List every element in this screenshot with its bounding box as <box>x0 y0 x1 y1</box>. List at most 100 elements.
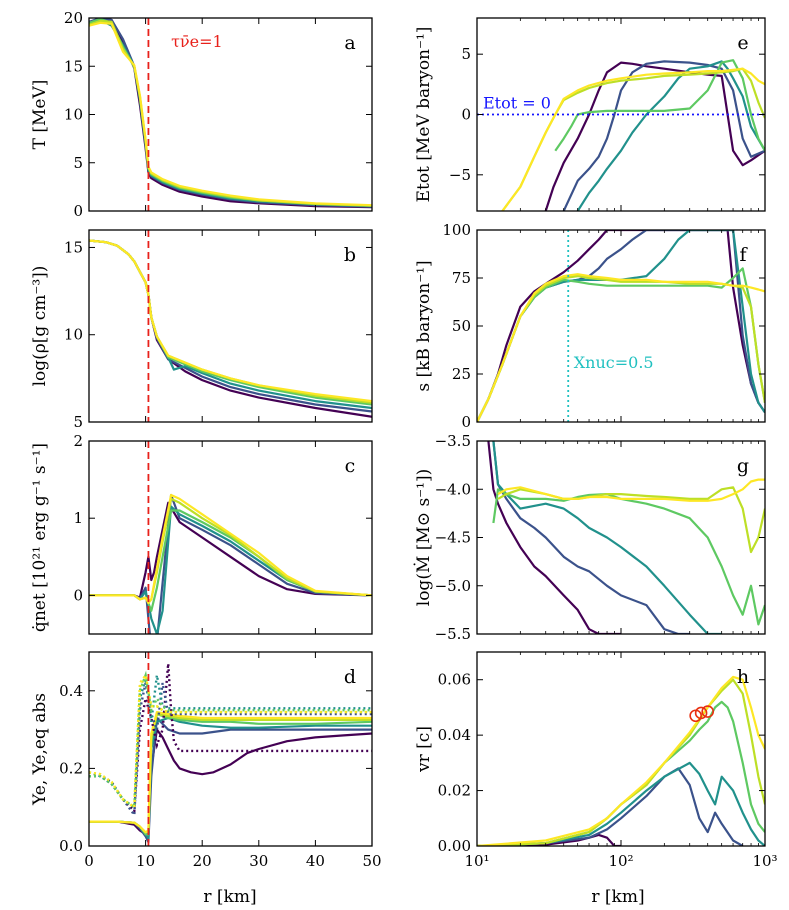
series-line-a-t4 <box>89 18 372 207</box>
y-axis-label-e: Etot [MeV baryon⁻¹] <box>414 27 434 203</box>
series-line-c-t2 <box>89 493 372 634</box>
axes-frame-d <box>88 651 373 847</box>
ytick-label-g-3: −4.0 <box>435 480 471 498</box>
series-line-b-t1 <box>89 239 372 418</box>
x-axis-label-right: r [km] <box>591 887 644 907</box>
series-line-b-t3 <box>89 239 372 410</box>
y-axis-label-a: T [MeV] <box>30 80 50 150</box>
series-line-c-t5 <box>89 497 372 603</box>
ytick-label-e-0: −5 <box>449 166 471 184</box>
series-line-c-t1 <box>89 501 372 599</box>
ytick-label-a-1: 5 <box>73 154 83 172</box>
series-line-e-t2 <box>562 60 765 211</box>
ytick-label-d-0: 0.0 <box>59 837 83 855</box>
series-line-h-t3 <box>477 761 765 846</box>
ytick-label-b-1: 10 <box>64 326 83 344</box>
panel-d: 0 10 20 30 40 50 0.0 0.2 0.4 d Ye, Ye,eq abs <box>30 651 382 870</box>
ytick-label-a-0: 0 <box>73 202 83 220</box>
xtick-label-d-1: 10 <box>136 852 155 870</box>
panel-b: 5 10 15 b log(ρ[g cm⁻³]) <box>30 229 373 431</box>
xtick-label-d-0: 0 <box>84 852 94 870</box>
plot-area-g <box>487 441 765 634</box>
xtick-label-d-3: 30 <box>249 852 268 870</box>
ytick-label-d-2: 0.4 <box>59 682 83 700</box>
plot-area-h <box>477 675 765 846</box>
ytick-label-b-0: 5 <box>73 413 83 431</box>
series-line-f-t2 <box>477 230 765 422</box>
panel-h: 10¹ 10² 10³ 0.00 0.02 0.04 0.06 h vr [c] <box>414 651 778 870</box>
series-line-b-t6 <box>89 239 372 403</box>
ytick-label-g-4: −3.5 <box>435 432 471 450</box>
ytick-label-h-0: 0.00 <box>438 837 471 855</box>
series-line-d-t1 <box>89 728 372 836</box>
annotation-a: τν̄e=1 <box>171 32 223 51</box>
series-line-c-t6 <box>89 493 372 605</box>
ytick-label-h-2: 0.04 <box>438 726 471 744</box>
panel-g: −5.5 −5.0 −4.5 −4.0 −3.5 g log(Ṁ [M⊙ s⁻¹]) <box>413 432 766 643</box>
series-line-e-t3 <box>576 60 765 211</box>
series-line-e-t4 <box>554 59 765 152</box>
series-line-g-t6 <box>497 478 765 502</box>
series-line-a-t6 <box>89 21 372 207</box>
ytick-label-e-2: 5 <box>461 45 471 63</box>
ytick-label-h-3: 0.06 <box>438 671 471 689</box>
xtick-label-h-2: 10³ <box>752 852 777 870</box>
ytick-label-a-3: 15 <box>64 57 83 75</box>
panel-letter-a: a <box>344 32 355 54</box>
axes-frame-c <box>88 440 373 635</box>
ytick-label-c-1: 1 <box>73 509 83 527</box>
ytick-label-g-0: −5.5 <box>435 625 471 643</box>
panel-e: −5 0 5 e Etot [MeV baryon⁻¹] Etot = 0 <box>414 17 766 212</box>
series-line-e-t1 <box>544 61 765 211</box>
series-line-d-t5 <box>89 713 372 834</box>
ytick-label-f-2: 50 <box>452 317 471 335</box>
series-dotted-d-t3-eq <box>89 675 372 810</box>
series-line-f-t5 <box>477 275 765 422</box>
annotation-f: Xnuc=0.5 <box>574 353 654 372</box>
panel-f: 0 25 50 75 100 f s [kB baryon⁻¹] Xnuc=0.5 <box>414 221 766 431</box>
series-line-f-t1 <box>477 230 765 422</box>
panel-letter-d: d <box>344 666 356 688</box>
axes-frame-f <box>476 229 766 423</box>
ytick-label-a-4: 20 <box>64 9 83 27</box>
panel-letter-f: f <box>739 244 748 266</box>
series-line-e-t6 <box>501 67 765 211</box>
x-axis-label-left: r [km] <box>203 887 256 907</box>
series-line-d-t4 <box>89 713 372 836</box>
xtick-label-d-5: 50 <box>362 852 381 870</box>
series-dotted-d-t2-eq <box>89 682 372 819</box>
series-line-a-t2 <box>89 18 372 208</box>
panel-c: 0 1 2 c q̇net [10²¹ erg g⁻¹ s⁻¹] <box>30 432 373 635</box>
xtick-label-d-4: 40 <box>306 852 325 870</box>
series-dotted-d-t4-eq <box>89 670 372 810</box>
y-axis-label-f: s [kB baryon⁻¹] <box>414 260 434 391</box>
ytick-label-f-0: 0 <box>461 413 471 431</box>
series-line-d-t6 <box>89 711 372 834</box>
plot-area-b <box>89 230 372 422</box>
series-line-b-t4 <box>89 239 372 406</box>
ytick-label-c-2: 2 <box>73 432 83 450</box>
panel-letter-g: g <box>737 455 749 477</box>
series-line-b-t2 <box>89 239 372 413</box>
axes-frame-b <box>88 229 373 423</box>
ytick-label-b-2: 15 <box>64 238 83 256</box>
ytick-label-h-1: 0.02 <box>438 782 471 800</box>
ytick-label-f-3: 75 <box>452 269 471 287</box>
xtick-label-h-1: 10² <box>608 852 633 870</box>
marker-h-2 <box>701 705 714 718</box>
ytick-label-g-1: −5.0 <box>435 577 471 595</box>
axes-frame-e <box>476 17 766 212</box>
xtick-label-h-0: 10¹ <box>464 852 489 870</box>
series-line-a-t3 <box>89 18 372 208</box>
y-axis-label-h: vr [c] <box>414 726 434 773</box>
ytick-label-a-2: 10 <box>64 106 83 124</box>
y-axis-label-b: log(ρ[g cm⁻³]) <box>30 266 50 387</box>
panel-letter-h: h <box>737 666 749 688</box>
axes-frame-a <box>88 17 373 212</box>
series-line-f-t3 <box>477 230 765 422</box>
series-line-h-t6 <box>477 675 765 846</box>
panel-letter-c: c <box>345 455 356 477</box>
plot-area-c <box>89 441 372 634</box>
panel-letter-e: e <box>737 32 748 54</box>
